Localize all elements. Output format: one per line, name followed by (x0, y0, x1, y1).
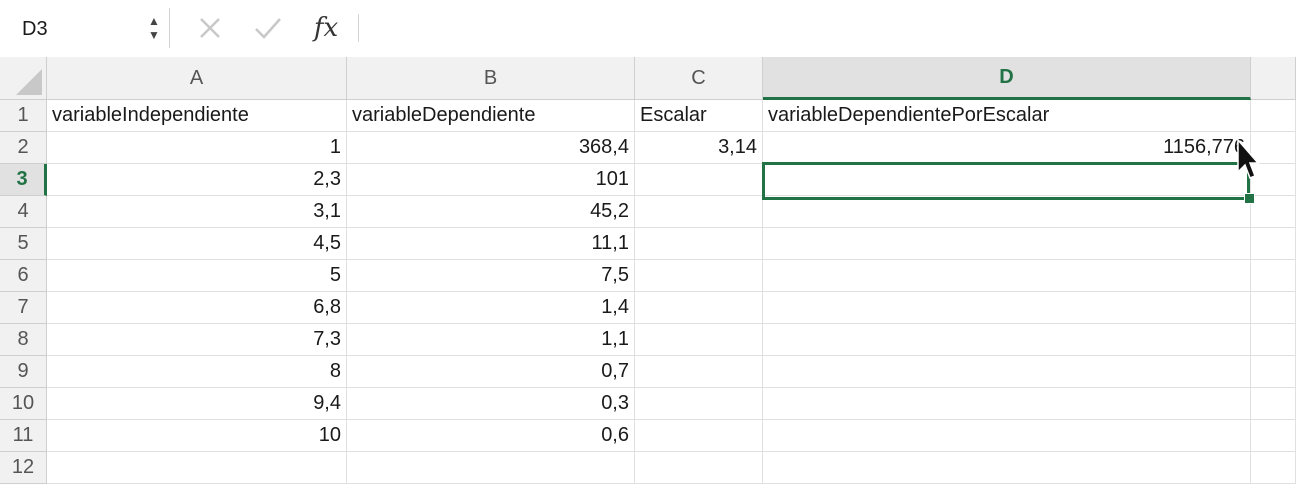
cell-a2[interactable]: 1 (47, 132, 347, 164)
active-cell-border (762, 162, 1250, 200)
cell-d5[interactable] (763, 228, 1251, 260)
cell-d7[interactable] (763, 292, 1251, 324)
cell-b11[interactable]: 0,6 (347, 420, 635, 452)
cell-a1[interactable]: variableIndependiente (47, 100, 347, 132)
row-header-1[interactable]: 1 (0, 100, 47, 132)
cell-a9[interactable]: 8 (47, 356, 347, 388)
row-header-7[interactable]: 7 (0, 292, 47, 324)
cell-d1[interactable]: variableDependientePorEscalar (763, 100, 1251, 132)
cell-c11[interactable] (635, 420, 763, 452)
cell-d3[interactable] (763, 164, 1251, 196)
cell-b1[interactable]: variableDependiente (347, 100, 635, 132)
cell-e6[interactable] (1251, 260, 1296, 292)
cell-d2[interactable]: 1156,776 (763, 132, 1251, 164)
name-box-stepper-icon[interactable]: ▲ ▼ (148, 14, 160, 42)
cell-e10[interactable] (1251, 388, 1296, 420)
row-header-4[interactable]: 4 (0, 196, 47, 228)
row-header-9[interactable]: 9 (0, 356, 47, 388)
cell-d12[interactable] (763, 452, 1251, 484)
fill-handle[interactable] (1244, 193, 1255, 204)
cell-b2[interactable]: 368,4 (347, 132, 635, 164)
column-header-c[interactable]: C (635, 57, 763, 100)
name-box-value[interactable]: D3 (22, 18, 48, 40)
cell-a7[interactable]: 6,8 (47, 292, 347, 324)
cell-b12[interactable] (347, 452, 635, 484)
cell-d4[interactable] (763, 196, 1251, 228)
cell-a8[interactable]: 7,3 (47, 324, 347, 356)
cell-c3[interactable] (635, 164, 763, 196)
cell-c9[interactable] (635, 356, 763, 388)
cell-e5[interactable] (1251, 228, 1296, 260)
row-header-3[interactable]: 3 (0, 164, 47, 196)
name-box[interactable]: D3 ▲ ▼ (8, 8, 170, 48)
cell-a12[interactable] (47, 452, 347, 484)
cell-e1[interactable] (1251, 100, 1296, 132)
cell-c5[interactable] (635, 228, 763, 260)
cancel-icon[interactable] (190, 8, 230, 48)
row-header-12[interactable]: 12 (0, 452, 47, 484)
cell-c4[interactable] (635, 196, 763, 228)
check-icon[interactable] (248, 8, 288, 48)
cell-c6[interactable] (635, 260, 763, 292)
cell-a4[interactable]: 3,1 (47, 196, 347, 228)
cell-d6[interactable] (763, 260, 1251, 292)
insert-function-icon[interactable]: fx (313, 13, 339, 43)
select-all-button[interactable] (0, 57, 47, 100)
cell-e7[interactable] (1251, 292, 1296, 324)
row-header-11[interactable]: 11 (0, 420, 47, 452)
cell-b7[interactable]: 1,4 (347, 292, 635, 324)
cell-b6[interactable]: 7,5 (347, 260, 635, 292)
cell-a5[interactable]: 4,5 (47, 228, 347, 260)
cell-b4[interactable]: 45,2 (347, 196, 635, 228)
cell-b3[interactable]: 101 (347, 164, 635, 196)
cell-c10[interactable] (635, 388, 763, 420)
cell-b9[interactable]: 0,7 (347, 356, 635, 388)
cell-a10[interactable]: 9,4 (47, 388, 347, 420)
cell-d10[interactable] (763, 388, 1251, 420)
cell-c8[interactable] (635, 324, 763, 356)
row-header-5[interactable]: 5 (0, 228, 47, 260)
cell-d8[interactable] (763, 324, 1251, 356)
column-header-d[interactable]: D (763, 57, 1251, 100)
column-header-filler (1251, 57, 1296, 100)
cell-d9[interactable] (763, 356, 1251, 388)
cell-e12[interactable] (1251, 452, 1296, 484)
cell-b10[interactable]: 0,3 (347, 388, 635, 420)
cell-e4[interactable] (1251, 196, 1296, 228)
cell-e9[interactable] (1251, 356, 1296, 388)
cell-c12[interactable] (635, 452, 763, 484)
row-header-10[interactable]: 10 (0, 388, 47, 420)
cell-a3[interactable]: 2,3 (47, 164, 347, 196)
row-header-8[interactable]: 8 (0, 324, 47, 356)
cell-e11[interactable] (1251, 420, 1296, 452)
mouse-pointer-icon (1237, 138, 1260, 179)
row-header-6[interactable]: 6 (0, 260, 47, 292)
cell-a11[interactable]: 10 (47, 420, 347, 452)
cell-d11[interactable] (763, 420, 1251, 452)
cell-c1[interactable]: Escalar (635, 100, 763, 132)
column-header-b[interactable]: B (347, 57, 635, 100)
formula-separator (358, 14, 359, 42)
cell-a6[interactable]: 5 (47, 260, 347, 292)
cell-b8[interactable]: 1,1 (347, 324, 635, 356)
cell-e8[interactable] (1251, 324, 1296, 356)
formula-bar: D3 ▲ ▼ fx (0, 0, 1296, 58)
column-header-a[interactable]: A (47, 57, 347, 100)
cell-b5[interactable]: 11,1 (347, 228, 635, 260)
row-header-2[interactable]: 2 (0, 132, 47, 164)
cell-c2[interactable]: 3,14 (635, 132, 763, 164)
cell-c7[interactable] (635, 292, 763, 324)
formula-input[interactable] (362, 10, 1286, 46)
